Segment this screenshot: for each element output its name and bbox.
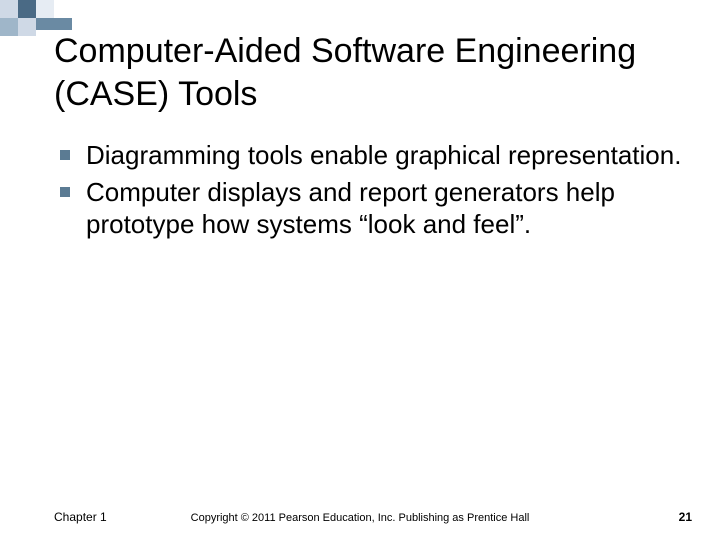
slide-footer: Chapter 1 Copyright © 2011 Pearson Educa… (0, 500, 720, 524)
deco-cell (36, 0, 54, 18)
bullet-item: Diagramming tools enable graphical repre… (58, 139, 690, 172)
deco-cell (18, 0, 36, 18)
footer-page-number: 21 (679, 510, 692, 524)
bullet-item: Computer displays and report generators … (58, 176, 690, 241)
slide-content: Computer-Aided Software Engineering (CAS… (54, 30, 690, 245)
footer-copyright: Copyright © 2011 Pearson Education, Inc.… (0, 512, 720, 524)
deco-cell (0, 0, 18, 18)
slide-title: Computer-Aided Software Engineering (CAS… (54, 30, 690, 115)
bullet-list: Diagramming tools enable graphical repre… (54, 139, 690, 241)
deco-cell (0, 18, 18, 36)
deco-cell (36, 18, 72, 30)
deco-cell (18, 18, 36, 36)
